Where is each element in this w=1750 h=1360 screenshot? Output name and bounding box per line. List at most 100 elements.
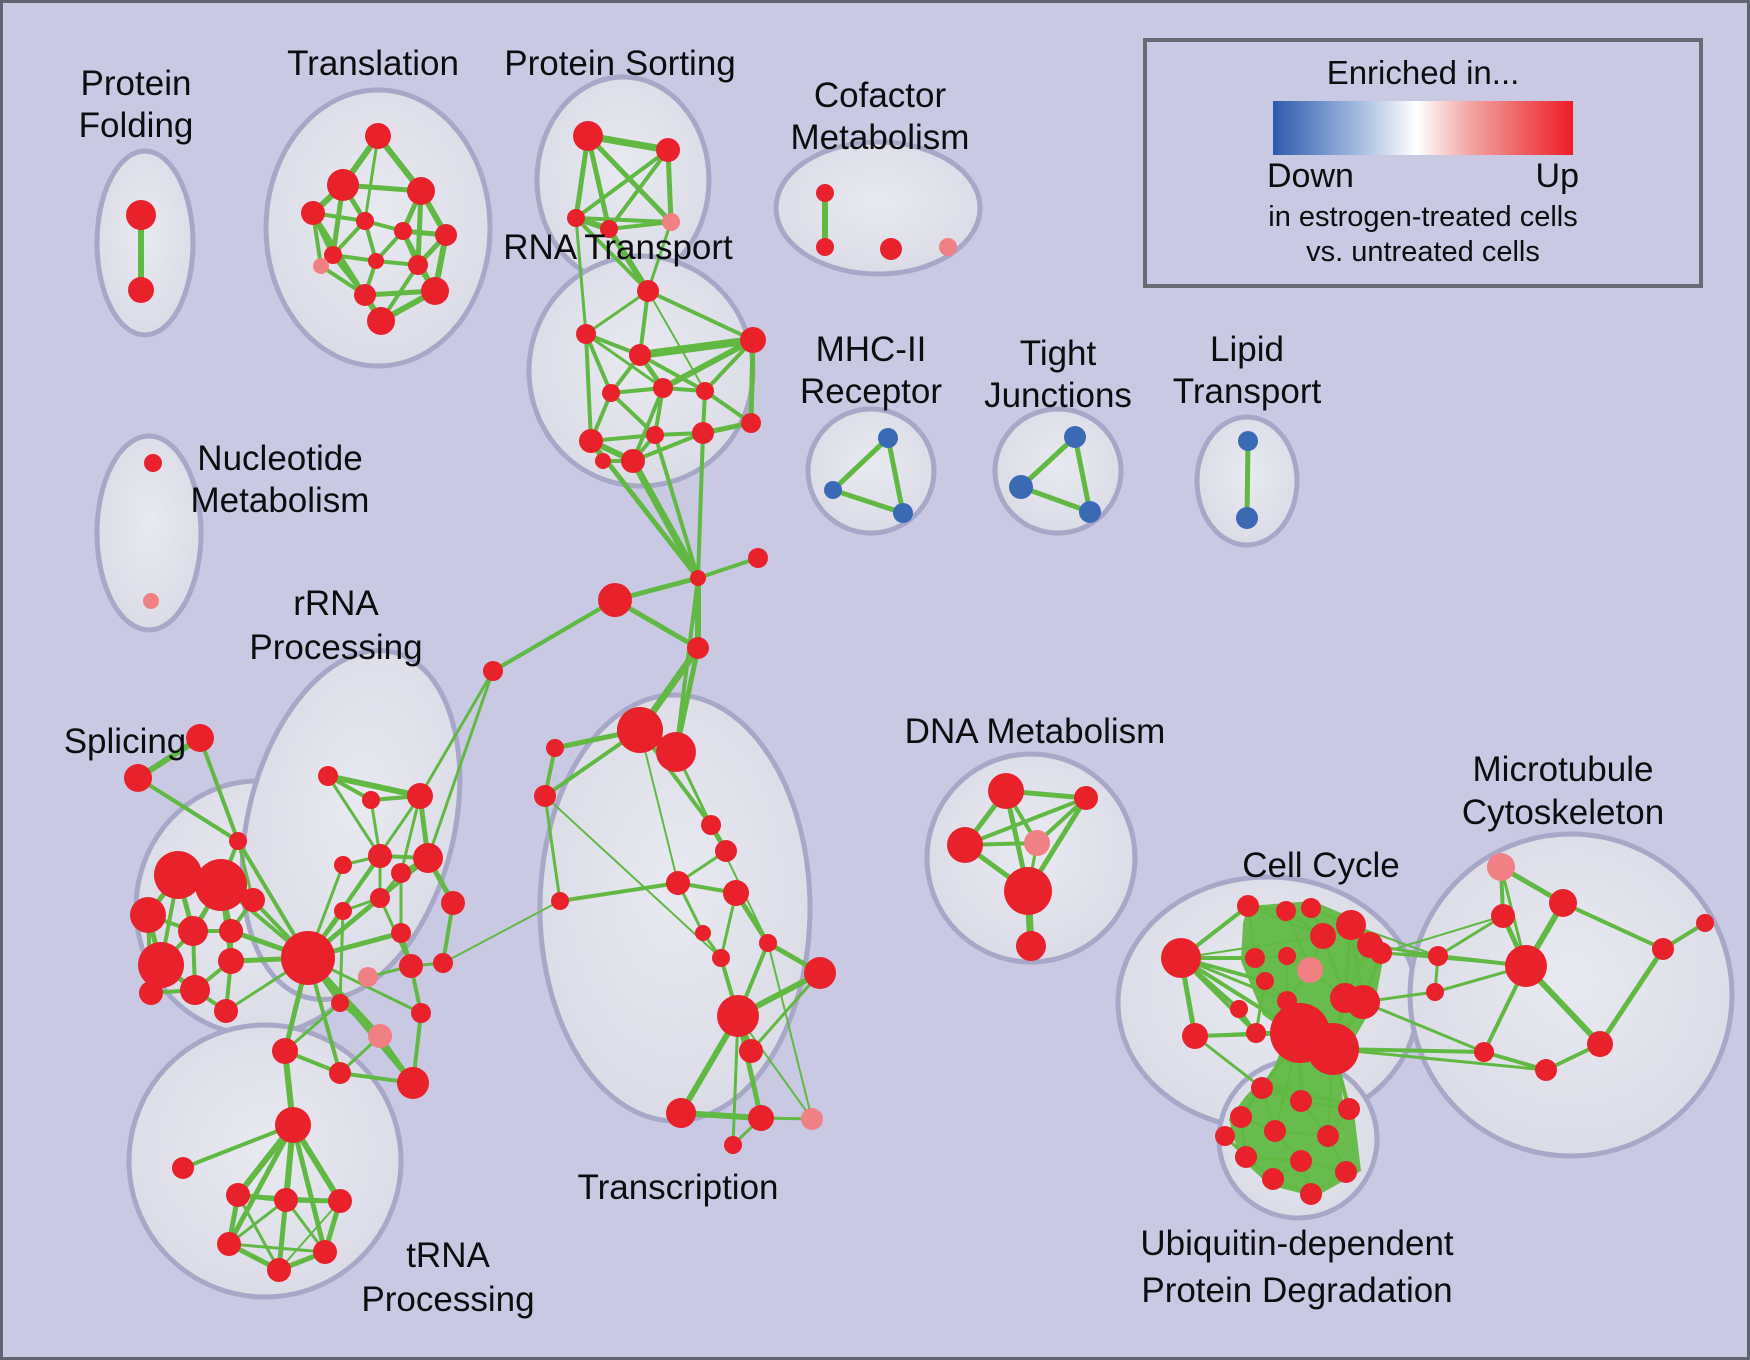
gene-set-node [1251,1077,1273,1099]
cluster-label-cofactor-metabolism: Metabolism [791,118,970,157]
gene-set-node [301,201,325,225]
gene-set-node [413,843,443,873]
edge [767,942,813,1120]
gene-set-node [579,429,603,453]
gene-set-node [334,856,352,874]
gene-set-node [241,888,265,912]
cluster-ellipse-tight-junctions [992,406,1124,536]
edge [584,332,665,390]
cluster-label-rrna-processing: Processing [249,628,422,667]
gene-set-node [334,902,352,920]
gene-set-node [391,923,411,943]
gene-set-node [1290,1150,1312,1172]
gene-set-node [567,209,585,227]
edge [399,794,422,875]
gene-set-node [1300,1183,1322,1205]
gene-set-node [637,280,659,302]
gene-set-node [1245,948,1265,968]
cluster-ellipse-nucleotide-metabolism [94,433,204,633]
gene-set-node [172,1157,194,1179]
edge [629,457,702,582]
gene-set-node [666,871,690,895]
legend-up-label: Up [1535,157,1579,195]
edge [574,148,670,220]
gene-set-node [748,1105,774,1131]
gene-set-node [1262,1168,1284,1190]
gene-set-node [824,481,842,499]
gene-set-node [435,224,457,246]
gene-set-node [656,138,680,162]
gene-set-node [411,1003,431,1023]
gene-set-node [662,213,680,231]
gene-set-node [740,327,766,353]
gene-set-node [816,238,834,256]
legend-gradient-bar [1273,101,1573,155]
cluster-label-lipid-transport: Lipid [1210,330,1284,369]
edge [1193,1034,1264,1090]
gene-set-node [433,953,453,973]
gene-set-node [1230,1106,1252,1128]
gene-set-node [1696,914,1714,932]
edge [290,1122,328,1255]
gene-set-node [600,220,618,238]
gene-set-node [421,277,449,305]
gene-set-node [362,791,380,809]
cluster-label-ubiquitin-degradation: Protein Degradation [1141,1271,1452,1310]
gene-set-node [367,307,395,335]
gene-set-node [717,995,759,1037]
edge [363,134,380,223]
edge [136,776,240,843]
gene-set-node [1278,947,1296,965]
gene-set-node [653,378,673,398]
gene-set-node [696,382,714,400]
cluster-label-rrna-processing: rRNA [293,584,379,623]
gene-set-node [313,1240,337,1264]
edge [737,1015,813,1120]
edge [1331,1047,1548,1072]
cluster-label-mhc-ii-receptor: Receptor [800,372,942,411]
gene-set-node [666,1098,696,1128]
gene-set-node [281,931,335,985]
gene-set-node [318,766,338,786]
legend-down-label: Down [1267,157,1354,195]
cluster-label-dna-metabolism: DNA Metabolism [905,712,1166,751]
gene-set-node [1004,867,1052,915]
gene-set-node [358,967,378,987]
gene-set-node [947,827,983,863]
gene-set-node [408,255,428,275]
cluster-label-mhc-ii-receptor: MHC-II [816,330,927,369]
edge [830,487,906,516]
gene-set-node [629,344,651,366]
gene-set-node [1310,923,1336,949]
gene-set-node [1161,938,1201,978]
edge [636,336,757,359]
edge [638,353,707,393]
edge [442,900,561,964]
gene-set-node [804,957,836,989]
gene-set-node [880,238,902,260]
cluster-ellipse-rrna-processing [239,647,463,1003]
cluster-label-trna-processing: Processing [361,1280,534,1319]
edge [646,289,755,342]
cluster-label-splicing: Splicing [64,722,187,761]
gene-set-node [1487,853,1515,881]
edge [1350,924,1439,957]
gene-set-node [1587,1031,1613,1057]
edge [748,337,756,426]
edge [1380,915,1504,954]
gene-set-node [646,426,664,444]
gene-set-node [368,1024,392,1048]
cluster-label-protein-sorting: Protein Sorting [504,44,736,83]
gene-set-node [1230,1000,1248,1018]
gene-set-node [218,948,244,974]
gene-set-node [701,815,721,835]
gene-set-node [602,384,620,402]
gene-set-node [534,785,556,807]
edge [1597,946,1666,1047]
gene-set-node [126,200,156,230]
cluster-label-microtubule-cytoskeleton: Microtubule [1473,750,1654,789]
edge [491,598,617,673]
gene-set-node [1235,1146,1257,1168]
gene-set-node [695,925,711,941]
